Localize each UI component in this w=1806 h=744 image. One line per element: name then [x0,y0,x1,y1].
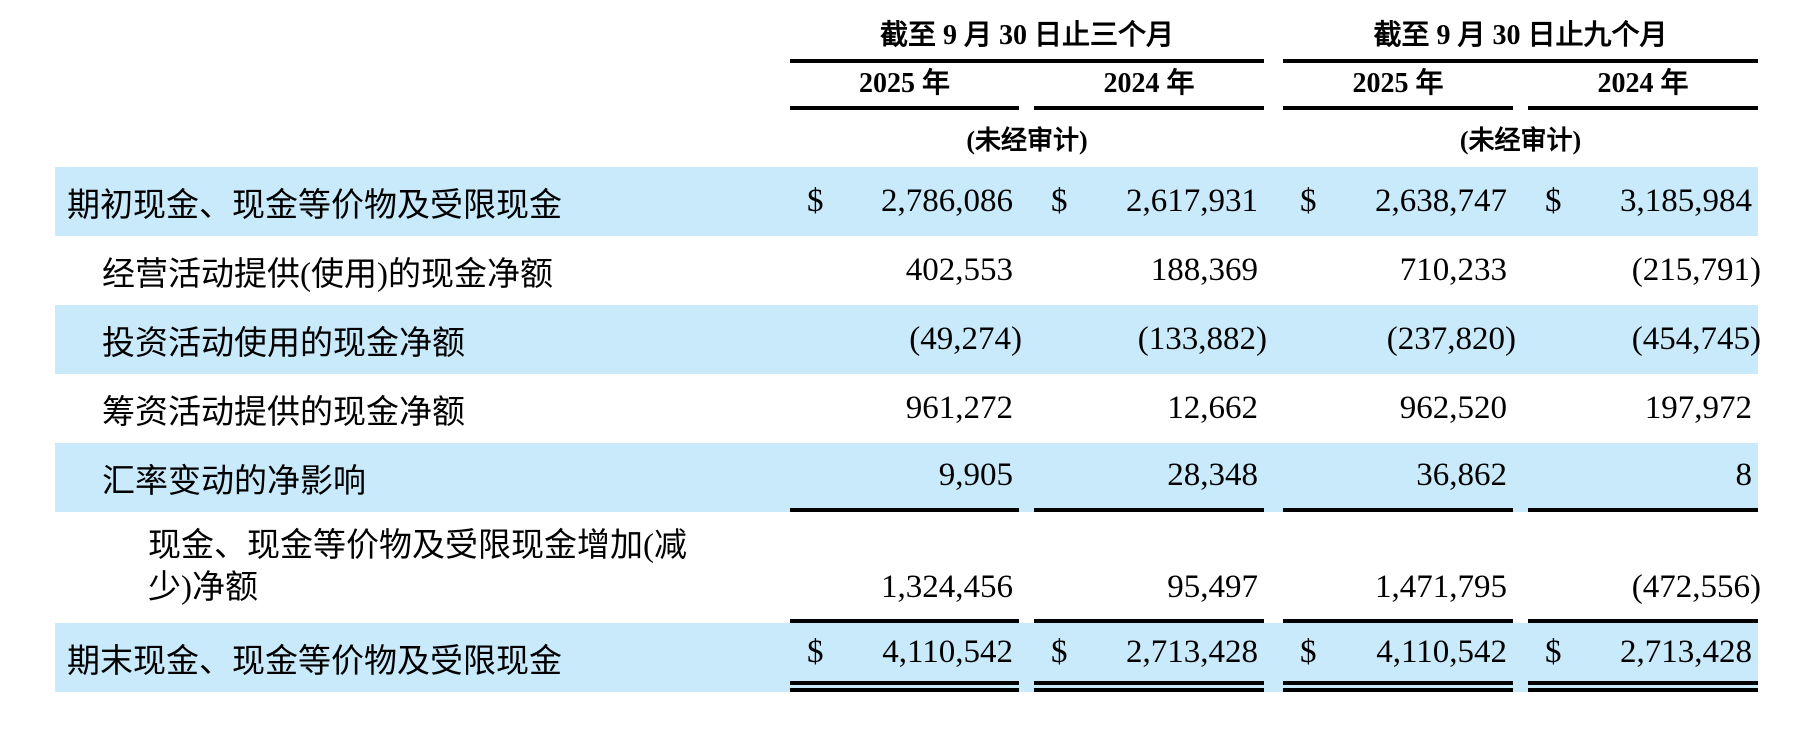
amount-value: 2,638,747 [1375,183,1507,219]
amount-cell: 1,471,795 [1283,512,1513,623]
amount-value: 28,348 [1167,457,1258,493]
amount-value: (49,274) [909,321,1022,357]
year-header-3m-2025: 2025 年 [790,61,1019,110]
currency-symbol: $ [807,183,824,219]
amount-cell: $2,713,428 [1528,623,1758,692]
cash-flow-summary-table: 截至 9 月 30 日止三个月 截至 9 月 30 日止九个月 2025 年 2… [55,20,1761,692]
year-header-3m-2024: 2024 年 [1034,61,1264,110]
currency-symbol: $ [1300,633,1317,670]
amount-value: 2,617,931 [1126,183,1258,219]
row-label: 经营活动提供(使用)的现金净额 [102,256,553,293]
year-header-9m-2025: 2025 年 [1283,61,1513,110]
amount-cell: 12,662 [1034,374,1264,443]
unaudited-note-row: (未经审计) (未经审计) [55,110,1758,167]
currency-symbol: $ [1051,633,1068,670]
amount-value: (454,745) [1631,321,1761,357]
amount-value: (237,820) [1386,321,1516,357]
amount-cell: $3,185,984 [1528,167,1758,236]
row-label: 筹资活动提供的现金净额 [102,394,465,431]
amount-value: 710,233 [1399,252,1507,288]
year-header-9m-2024: 2024 年 [1528,61,1758,110]
amount-cell: (454,745) [1528,305,1761,374]
row-label: 期初现金、现金等价物及受限现金 [67,187,562,224]
table-row-net-increase-decrease: 现金、现金等价物及受限现金增加(减少)净额 1,324,456 95,497 1… [55,512,1761,623]
period-header-three-months: 截至 9 月 30 日止三个月 [790,13,1264,63]
amount-value: (472,556) [1631,569,1761,605]
amount-value: 12,662 [1167,390,1258,426]
amount-cell: $4,110,542 [790,623,1019,692]
amount-cell: $2,617,931 [1034,167,1264,236]
unaudited-note: (未经审计) [1459,126,1582,155]
amount-value: 1,324,456 [881,569,1013,605]
amount-cell: 710,233 [1283,236,1513,305]
amount-value: 402,553 [905,252,1013,288]
year-header-row: 2025 年 2024 年 2025 年 2024 年 [55,63,1758,110]
table-row-investing-activities: 投资活动使用的现金净额 (49,274) (133,882) (237,820)… [55,305,1761,374]
amount-cell: (472,556) [1528,512,1761,623]
amount-cell: (49,274) [790,305,1022,374]
amount-cell: $2,786,086 [790,167,1019,236]
amount-cell: 402,553 [790,236,1019,305]
amount-value: 1,471,795 [1375,569,1507,605]
amount-value: 95,497 [1167,569,1258,605]
amount-cell: (237,820) [1283,305,1516,374]
period-group-header-row: 截至 9 月 30 日止三个月 截至 9 月 30 日止九个月 [55,20,1758,63]
table-row-financing-activities: 筹资活动提供的现金净额 961,272 12,662 962,520 197,9… [55,374,1758,443]
amount-cell: 962,520 [1283,374,1513,443]
amount-cell: 197,972 [1528,374,1758,443]
amount-cell: (133,882) [1034,305,1267,374]
amount-cell: 961,272 [790,374,1019,443]
unaudited-note: (未经审计) [966,126,1088,155]
amount-value: 2,713,428 [1126,633,1258,670]
amount-value: 188,369 [1150,252,1258,288]
row-label: 投资活动使用的现金净额 [102,325,465,362]
amount-value: 2,786,086 [881,183,1013,219]
amount-value: 962,520 [1399,390,1507,426]
currency-symbol: $ [807,633,824,670]
currency-symbol: $ [1545,183,1562,219]
amount-cell: (215,791) [1528,236,1761,305]
currency-symbol: $ [1300,183,1317,219]
amount-cell: 95,497 [1034,512,1264,623]
amount-cell: 9,905 [790,443,1019,512]
amount-cell: 28,348 [1034,443,1264,512]
amount-value: 3,185,984 [1620,183,1752,219]
amount-value: 4,110,542 [1376,633,1507,670]
table-row-beginning-cash: 期初现金、现金等价物及受限现金 $2,786,086 $2,617,931 $2… [55,167,1758,236]
amount-value: (133,882) [1137,321,1267,357]
amount-value: 2,713,428 [1620,633,1752,670]
amount-cell: $2,713,428 [1034,623,1264,692]
amount-cell: 188,369 [1034,236,1264,305]
currency-symbol: $ [1051,183,1068,219]
amount-cell: 8 [1528,443,1758,512]
row-label: 期末现金、现金等价物及受限现金 [67,643,562,680]
period-header-nine-months: 截至 9 月 30 日止九个月 [1283,13,1758,63]
amount-cell: 1,324,456 [790,512,1019,623]
amount-value: 36,862 [1416,457,1507,493]
amount-cell: $2,638,747 [1283,167,1513,236]
table-row-operating-activities: 经营活动提供(使用)的现金净额 402,553 188,369 710,233 … [55,236,1761,305]
table-row-ending-cash: 期末现金、现金等价物及受限现金 $4,110,542 $2,713,428 $4… [55,623,1758,692]
currency-symbol: $ [1545,633,1562,670]
table-row-exchange-rate-effect: 汇率变动的净影响 9,905 28,348 36,862 8 [55,443,1758,512]
amount-value: 9,905 [938,457,1013,493]
row-label: 汇率变动的净影响 [102,463,366,500]
amount-value: (215,791) [1631,252,1761,288]
amount-value: 197,972 [1644,390,1752,426]
amount-value: 4,110,542 [882,633,1013,670]
amount-cell: $4,110,542 [1283,623,1513,692]
amount-value: 961,272 [905,390,1013,426]
amount-value: 8 [1735,457,1753,493]
row-label: 现金、现金等价物及受限现金增加(减少)净额 [148,527,687,606]
amount-cell: 36,862 [1283,443,1513,512]
